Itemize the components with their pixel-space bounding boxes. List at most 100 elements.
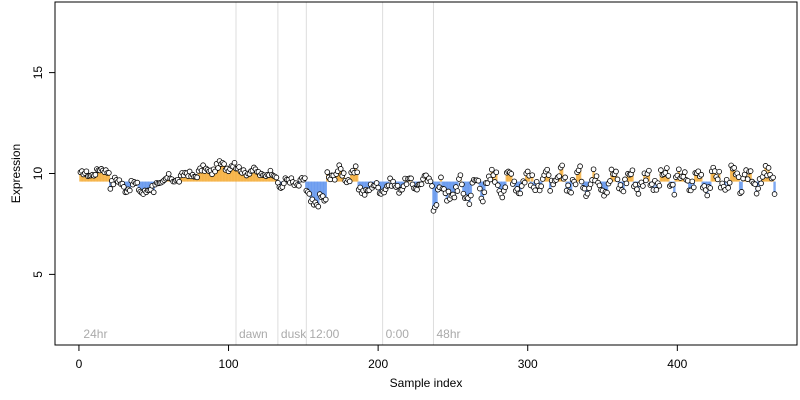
- data-point: [480, 198, 486, 205]
- data-point: [572, 181, 579, 188]
- deviation-bar: [441, 181, 444, 189]
- deviation-bar: [364, 181, 368, 190]
- data-point: [346, 178, 353, 185]
- data-point: [584, 190, 591, 197]
- data-point: [726, 179, 733, 186]
- data-point: [487, 176, 494, 183]
- deviation-bar: [718, 171, 721, 182]
- deviation-bar: [140, 181, 143, 193]
- deviation-bar: [107, 172, 111, 182]
- deviation-bar: [323, 181, 326, 201]
- deviation-bar: [749, 171, 752, 182]
- period-label: dusk: [281, 327, 307, 341]
- deviation-bar: [139, 181, 142, 192]
- period-labels: 24hr dawn dusk 12:00 0:00 48hr: [83, 327, 460, 341]
- deviation-bar: [261, 175, 265, 182]
- deviation-bar: [577, 170, 580, 182]
- deviation-bar: [82, 174, 85, 182]
- data-point: [433, 202, 440, 208]
- deviation-bar: [321, 181, 324, 197]
- data-point: [511, 178, 518, 185]
- data-point: [562, 174, 568, 181]
- deviation-bar: [622, 181, 625, 192]
- data-point: [698, 171, 705, 178]
- deviation-bar: [137, 181, 140, 191]
- deviation-bar: [729, 165, 733, 182]
- deviation-bar: [242, 170, 245, 182]
- data-point: [578, 178, 585, 185]
- data-point: [459, 181, 465, 188]
- deviation-bar: [465, 181, 468, 198]
- deviation-bar: [379, 181, 383, 194]
- data-point: [427, 178, 434, 185]
- data-point: [331, 176, 338, 183]
- data-point: [711, 168, 718, 174]
- data-point: [682, 169, 688, 175]
- data-point: [296, 183, 302, 189]
- deviation-bar: [218, 160, 221, 182]
- data-point: [521, 179, 528, 186]
- data-point: [758, 180, 764, 187]
- deviation-bar: [315, 181, 318, 205]
- deviation-bar: [306, 181, 310, 193]
- y-axis-label: Expression: [9, 144, 23, 203]
- deviation-bar: [483, 181, 486, 193]
- deviation-bar: [694, 172, 697, 182]
- deviation-bar: [219, 164, 223, 182]
- deviation-bar: [221, 162, 224, 182]
- data-point: [590, 166, 597, 173]
- data-point: [221, 161, 227, 167]
- deviation-bar: [227, 171, 230, 182]
- x-tick-label: 100: [219, 357, 239, 371]
- deviation-bar: [230, 166, 233, 182]
- deviation-bar: [695, 173, 698, 182]
- deviation-bar: [399, 181, 402, 190]
- data-point: [451, 194, 458, 201]
- x-tick-label: 0: [76, 357, 83, 371]
- deviation-bar: [689, 181, 692, 191]
- data-point: [664, 165, 670, 171]
- deviation-bar: [254, 169, 257, 182]
- deviation-bar: [734, 174, 737, 182]
- deviation-bar: [88, 175, 91, 182]
- deviation-bar: [601, 181, 604, 191]
- data-point: [493, 169, 500, 176]
- deviation-bar: [358, 181, 362, 188]
- data-point: [771, 191, 778, 197]
- deviation-bar: [79, 172, 82, 182]
- deviation-bar: [127, 181, 130, 190]
- data-point: [632, 181, 639, 188]
- data-point: [738, 189, 745, 195]
- x-tick-label: 400: [667, 357, 687, 371]
- deviation-bar: [662, 174, 666, 182]
- deviation-bar: [204, 168, 208, 182]
- deviation-bar: [414, 181, 417, 189]
- data-point: [126, 187, 133, 194]
- deviation-bar: [258, 175, 262, 182]
- deviation-bar: [203, 171, 206, 182]
- data-point: [640, 183, 646, 189]
- data-point: [110, 181, 117, 188]
- deviation-bar: [643, 173, 646, 182]
- deviation-bar: [210, 174, 214, 182]
- data-point: [212, 168, 218, 175]
- data-point: [231, 160, 238, 166]
- data-point: [83, 168, 90, 175]
- data-point: [337, 166, 344, 172]
- data-point: [544, 166, 550, 173]
- deviation-bar: [765, 175, 769, 182]
- deviation-bar: [450, 181, 453, 196]
- data-point: [322, 196, 329, 203]
- deviation-bar: [182, 175, 185, 182]
- deviation-bar: [655, 181, 658, 190]
- deviation-bar: [198, 168, 202, 182]
- deviation-bar: [225, 168, 229, 182]
- deviation-bar: [447, 181, 450, 192]
- data-point: [532, 187, 539, 194]
- data-point: [690, 184, 697, 191]
- deviation-bar: [148, 181, 151, 191]
- y-tick-label: 5: [31, 271, 45, 278]
- deviation-bar: [611, 174, 615, 182]
- deviation-bar: [712, 167, 715, 182]
- data-point: [165, 171, 172, 177]
